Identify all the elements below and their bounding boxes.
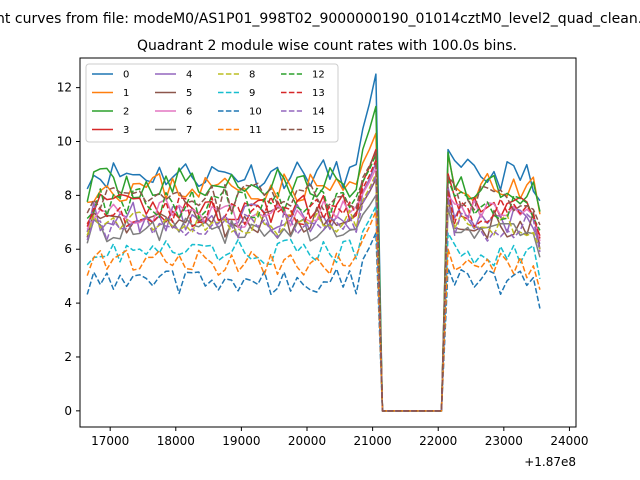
x-tick-label: 22000 xyxy=(419,434,457,448)
legend-label-8: 8 xyxy=(249,70,255,81)
legend-label-2: 2 xyxy=(123,107,129,118)
x-tick-label: 21000 xyxy=(354,434,392,448)
legend-label-9: 9 xyxy=(249,88,255,99)
legend-label-0: 0 xyxy=(123,70,129,81)
x-tick-label: 19000 xyxy=(222,434,260,448)
series-line-11 xyxy=(86,210,541,412)
x-tick-label: 20000 xyxy=(288,434,326,448)
y-tick-label: 2 xyxy=(64,350,72,364)
series-line-7 xyxy=(86,194,541,412)
series-line-14 xyxy=(86,175,541,412)
y-tick-label: 8 xyxy=(64,188,72,202)
legend-label-6: 6 xyxy=(186,107,192,118)
legend-label-12: 12 xyxy=(312,70,325,81)
y-tick-label: 4 xyxy=(64,296,72,310)
legend-label-3: 3 xyxy=(123,125,129,136)
legend-label-1: 1 xyxy=(123,88,129,99)
series-line-13 xyxy=(86,159,541,412)
series-line-15 xyxy=(86,151,541,412)
x-tick-label: 17000 xyxy=(91,434,129,448)
series-line-9 xyxy=(86,205,541,412)
y-tick-label: 6 xyxy=(64,242,72,256)
x-tick-label: 23000 xyxy=(485,434,523,448)
legend-label-5: 5 xyxy=(186,88,192,99)
legend-label-11: 11 xyxy=(249,125,262,136)
x-axis: 17000 18000 19000 20000 21000 22000 23000 24000 xyxy=(91,427,589,448)
figure-suptitle: Light curves from file: modeM0/AS1P01_99… xyxy=(0,11,640,27)
series-layer xyxy=(86,73,541,412)
y-tick-label: 0 xyxy=(64,404,72,418)
legend-label-4: 4 xyxy=(186,70,192,81)
legend-label-10: 10 xyxy=(249,107,262,118)
axes-frame xyxy=(79,57,577,428)
series-line-6 xyxy=(86,167,541,412)
legend-label-15: 15 xyxy=(312,125,325,136)
chart-title: Quadrant 2 module wise count rates with … xyxy=(137,38,517,54)
series-line-3 xyxy=(86,148,541,412)
x-axis-offset-label: +1.87e8 xyxy=(524,455,576,469)
series-line-0 xyxy=(86,73,541,412)
y-tick-label: 10 xyxy=(57,134,72,148)
x-tick-label: 18000 xyxy=(157,434,195,448)
x-tick-label: 24000 xyxy=(550,434,588,448)
legend-label-14: 14 xyxy=(312,107,325,118)
series-line-10 xyxy=(86,232,541,412)
legend-label-13: 13 xyxy=(312,88,325,99)
legend-label-7: 7 xyxy=(186,125,192,136)
series-line-12 xyxy=(86,154,541,412)
series-line-8 xyxy=(86,173,541,412)
y-tick-label: 12 xyxy=(57,81,72,95)
legend-box xyxy=(85,63,339,143)
y-axis: 0 2 4 6 8 10 12 xyxy=(57,81,80,418)
